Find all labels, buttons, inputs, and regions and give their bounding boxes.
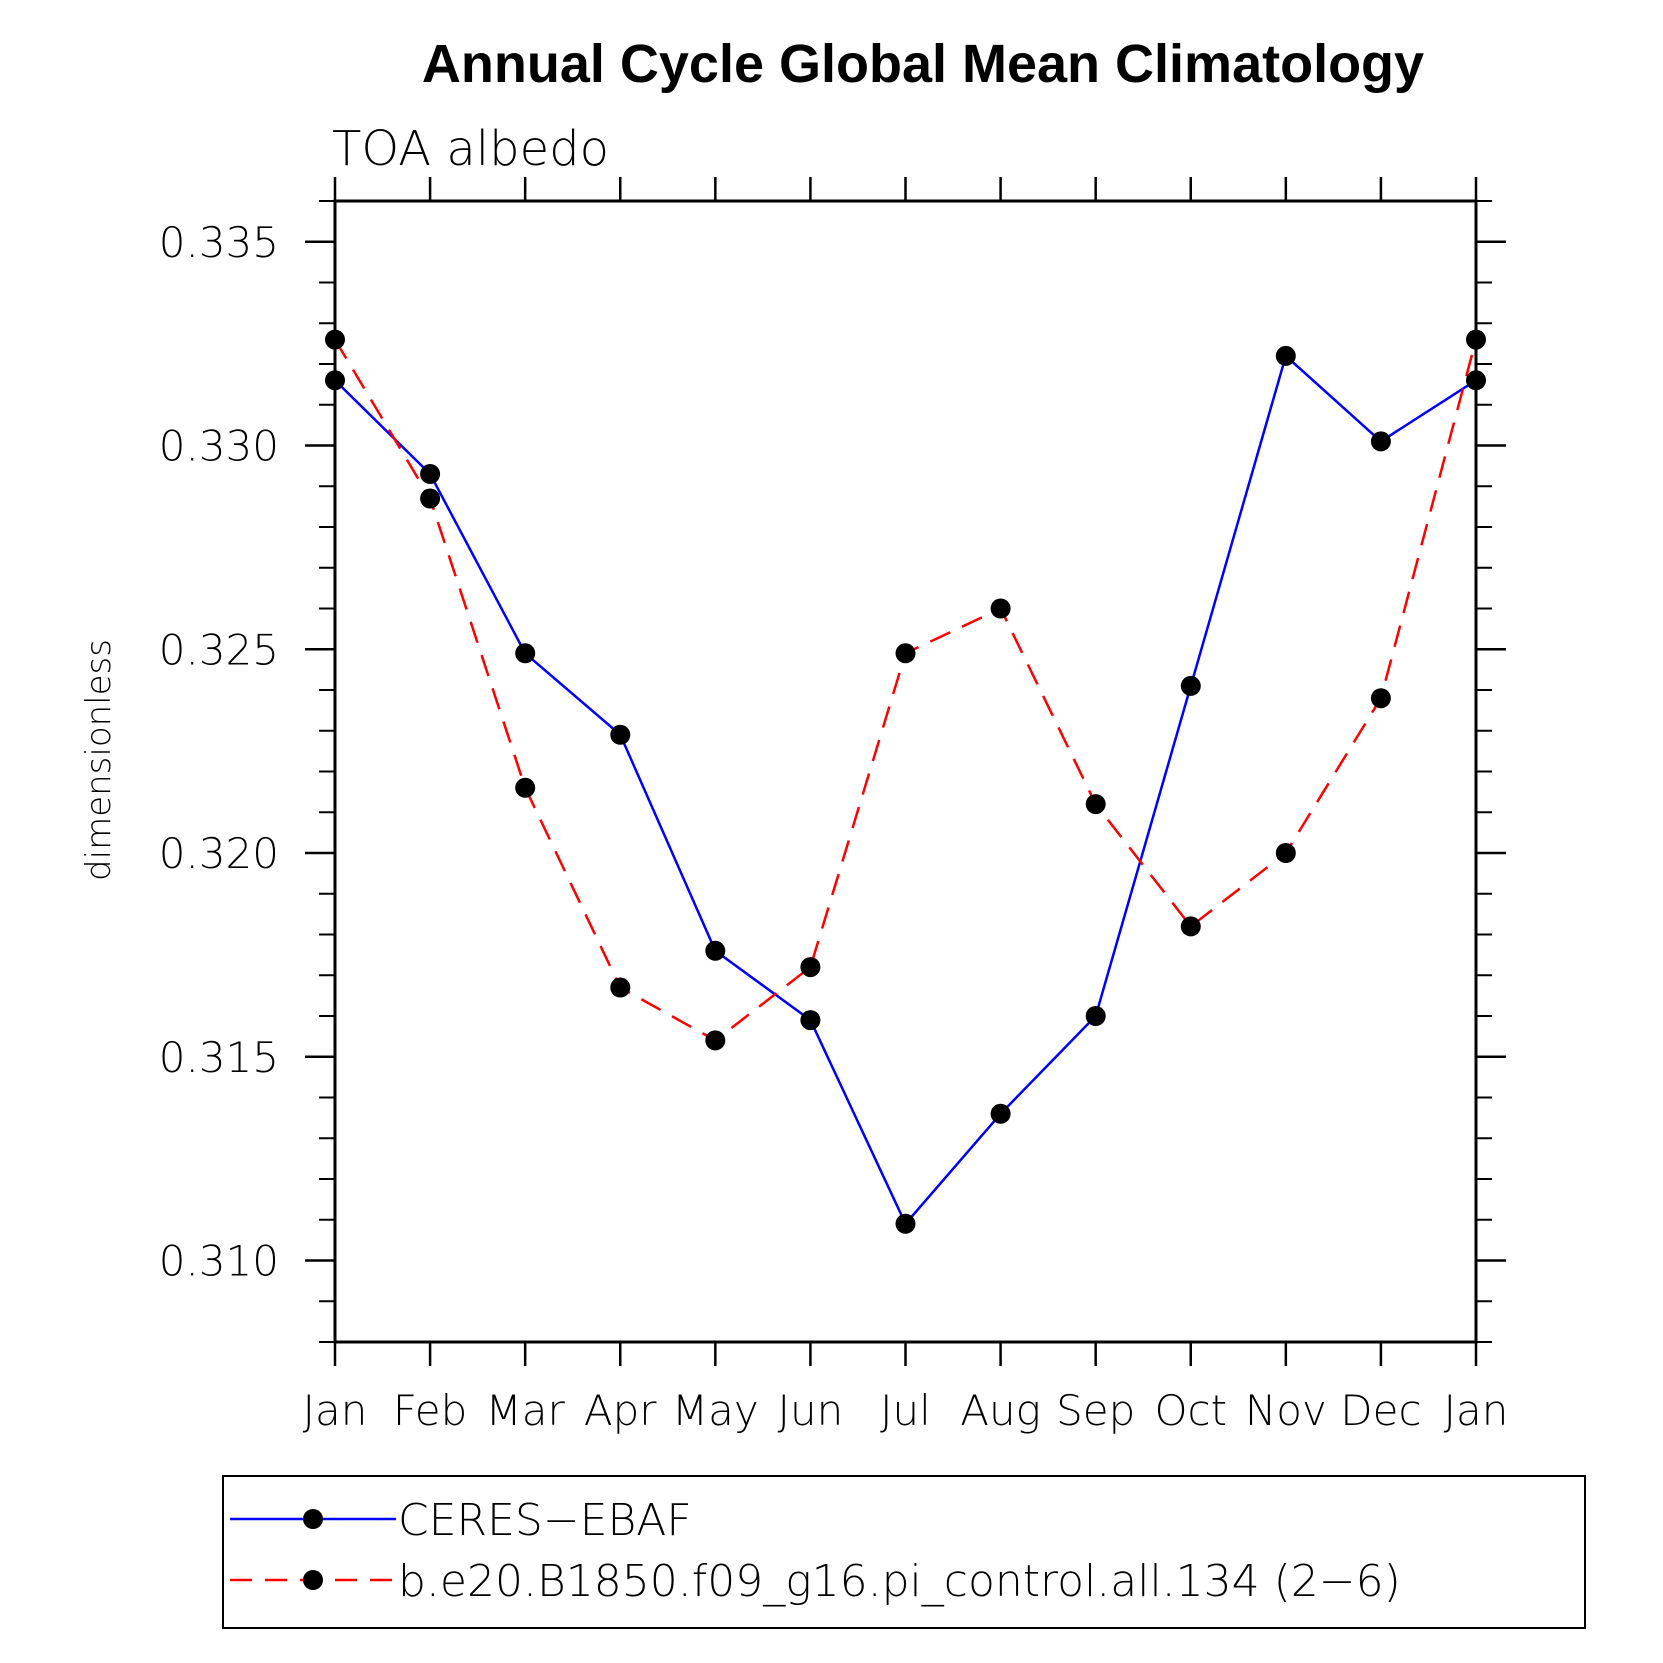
data-point-1: [420, 488, 441, 509]
data-point-0: [420, 464, 441, 484]
data-point-0: [895, 1213, 916, 1234]
data-point-0: [705, 940, 726, 961]
x-tick-label: Sep: [1056, 1386, 1135, 1435]
data-point-0: [990, 1103, 1011, 1124]
data-point-1: [895, 643, 916, 664]
series-line-1: [333, 338, 1478, 1042]
data-point-1: [1085, 794, 1106, 815]
data-point-1: [1180, 916, 1201, 937]
legend-marker-ceres: [303, 1509, 323, 1529]
data-point-1: [515, 777, 536, 798]
x-tick-label: Jun: [778, 1386, 844, 1435]
axis-ticks: [305, 177, 1506, 1366]
series-line-0: [334, 353, 1477, 1227]
data-point-0: [800, 1010, 821, 1031]
x-tick-label: May: [672, 1386, 759, 1435]
y-tick-label: 0.335: [159, 218, 279, 267]
x-tick-label: Jan: [303, 1386, 368, 1435]
series-layer: [325, 329, 1486, 1234]
x-tick-label: Mar: [486, 1386, 566, 1435]
plot-frame: [333, 199, 1478, 1344]
x-tick-label: Feb: [393, 1386, 467, 1435]
x-tick-label: Jul: [880, 1386, 931, 1435]
data-point-1: [1275, 843, 1296, 863]
legend-marker-model: [303, 1570, 323, 1590]
y-tick-label: 0.310: [159, 1237, 279, 1286]
y-tick-label: 0.315: [159, 1033, 279, 1082]
x-tick-label: Aug: [960, 1386, 1041, 1435]
tick-labels: Jan Feb Mar Apr May Jun Jul Aug Sep Oct Nov Dec Jan 0…: [159, 218, 1509, 1435]
data-point-1: [990, 598, 1011, 619]
y-tick-label: 0.320: [159, 829, 279, 878]
data-point-0: [515, 643, 536, 664]
data-point-0: [1085, 1006, 1106, 1026]
y-tick-label: 0.330: [159, 422, 279, 471]
x-tick-label: Nov: [1245, 1386, 1327, 1435]
data-point-1: [705, 1030, 726, 1051]
legend-box: [222, 1475, 1586, 1629]
data-point-0: [1275, 345, 1296, 366]
data-point-0: [1180, 675, 1201, 696]
data-point-1: [800, 957, 821, 978]
legend-label-model: b.e20.B1850.f09_g16.pi_control.all.134 (…: [398, 1556, 1401, 1607]
legend-label-ceres: CERES−EBAF: [398, 1495, 692, 1546]
data-point-0: [1370, 431, 1391, 452]
x-tick-label: Jan: [1444, 1386, 1509, 1435]
legend: CERES−EBAF b.e20.B1850.f09_g16.pi_contro…: [222, 1475, 1586, 1629]
chart-title: Annual Cycle Global Mean Climatology: [422, 34, 1424, 94]
x-tick-label: Dec: [1340, 1386, 1421, 1435]
y-axis-label: dimensionless: [79, 639, 119, 881]
data-point-1: [610, 977, 631, 998]
data-point-1: [1370, 688, 1391, 709]
y-tick-label: 0.325: [159, 625, 279, 674]
chart-subtitle: TOA albedo: [332, 121, 609, 177]
data-point-0: [610, 724, 631, 745]
x-tick-label: Apr: [584, 1386, 657, 1435]
x-tick-label: Oct: [1154, 1386, 1227, 1435]
